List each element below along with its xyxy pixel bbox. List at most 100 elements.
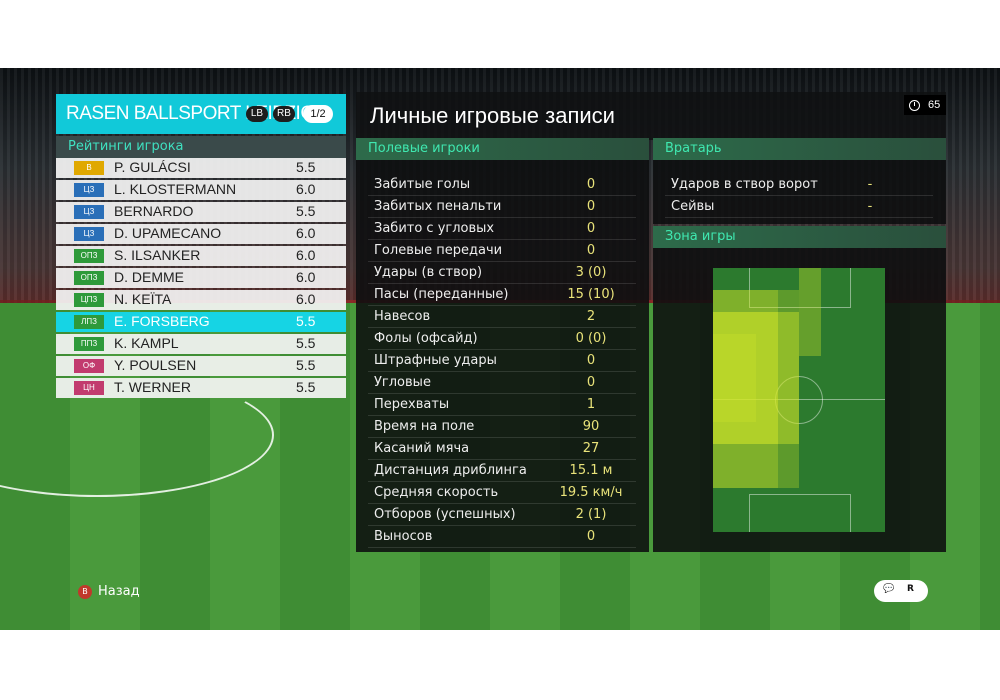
- rb-button[interactable]: RB: [273, 106, 295, 122]
- back-button[interactable]: B Назад: [78, 584, 140, 599]
- goalkeeper-panel: Вратарь Ударов в створ ворот - Сейвы -: [653, 138, 946, 224]
- game-screen: RASEN BALLSPORT LEIPZIG LB RB 1/2 Рейтин…: [0, 68, 1000, 630]
- heatmap-cell: [777, 356, 799, 378]
- stat-value: 0: [586, 199, 596, 214]
- stat-label: Время на поле: [374, 419, 475, 434]
- heatmap-cell: [713, 444, 735, 466]
- stat-label: Штрафные удары: [374, 353, 497, 368]
- chat-icon: 💬: [883, 584, 895, 594]
- player-rating: 5.5: [296, 203, 316, 219]
- player-row[interactable]: В P. GULÁCSI 5.5: [56, 158, 346, 178]
- heatmap-cell: [734, 334, 756, 356]
- stat-value: 3 (0): [575, 265, 607, 280]
- heatmap-cell: [777, 444, 799, 466]
- page-title: Личные игровые записи: [370, 103, 615, 128]
- heatmap-cell: [799, 268, 821, 290]
- heatmap-cell: [713, 400, 735, 422]
- ratings-title: Рейтинги игрока: [56, 136, 346, 158]
- heatmap-cell: [756, 334, 778, 356]
- b-button-icon: B: [78, 584, 92, 599]
- player-name: D. DEMME: [114, 269, 184, 285]
- stat-value: -: [867, 177, 873, 192]
- stat-row: Перехваты 1: [368, 394, 636, 416]
- player-row[interactable]: ЦПЗ N. KEÏTA 6.0: [56, 290, 346, 310]
- player-row[interactable]: ОФ Y. POULSEN 5.5: [56, 356, 346, 376]
- player-rating: 5.5: [296, 159, 316, 175]
- stat-value: 15 (10): [567, 287, 615, 302]
- stat-value: 0: [586, 177, 596, 192]
- heatmap-cell: [799, 290, 821, 312]
- stat-label: Отборов (успешных): [374, 507, 516, 522]
- stat-label: Забито с угловых: [374, 221, 495, 236]
- heatmap-cell: [713, 334, 735, 356]
- player-rating: 6.0: [296, 181, 316, 197]
- stat-row: Пасы (переданные) 15 (10): [368, 284, 636, 306]
- stat-value: 0: [586, 529, 596, 544]
- heatmap-cell: [777, 312, 799, 334]
- gk-stat-row: Ударов в створ ворот -: [665, 174, 933, 196]
- heatmap-cell: [713, 356, 735, 378]
- stat-value: 15.1 м: [569, 463, 613, 478]
- position-badge: ЛПЗ: [74, 315, 104, 329]
- heatmap-cell: [756, 312, 778, 334]
- stat-row: Время на поле 90: [368, 416, 636, 438]
- stat-row: Отборов (успешных) 2 (1): [368, 504, 636, 526]
- heatmap-cell: [713, 312, 735, 334]
- heatmap-cell: [777, 400, 799, 422]
- position-badge: ППЗ: [74, 337, 104, 351]
- gk-stat-row: Сейвы -: [665, 196, 933, 218]
- lb-button[interactable]: LB: [246, 106, 268, 122]
- player-row[interactable]: ЦН T. WERNER 5.5: [56, 378, 346, 398]
- player-rating: 6.0: [296, 269, 316, 285]
- position-badge: ОПЗ: [74, 249, 104, 263]
- stat-value: 0: [586, 353, 596, 368]
- player-row[interactable]: ЦЗ L. KLOSTERMANN 6.0: [56, 180, 346, 200]
- heatmap-cell: [799, 312, 821, 334]
- player-list: В P. GULÁCSI 5.5 ЦЗ L. KLOSTERMANN 6.0 ЦЗ BERNA…: [56, 158, 346, 400]
- position-badge: ЦЗ: [74, 227, 104, 241]
- stat-value: 2 (1): [575, 507, 607, 522]
- player-rating: 5.5: [296, 357, 316, 373]
- stat-value: 0: [586, 375, 596, 390]
- player-row[interactable]: ППЗ K. KAMPL 5.5: [56, 334, 346, 354]
- heatmap-cell: [713, 290, 735, 312]
- heatmap-cell: [756, 378, 778, 400]
- goalkeeper-title: Вратарь: [653, 138, 946, 160]
- field-players-title: Полевые игроки: [356, 138, 649, 160]
- heatmap-cell: [734, 400, 756, 422]
- stat-row: Дистанция дриблинга 15.1 м: [368, 460, 636, 482]
- heatmap-cell: [734, 290, 756, 312]
- stat-row: Выносов 0: [368, 526, 636, 548]
- stat-value: 2: [586, 309, 596, 324]
- player-name: N. KEÏTA: [114, 291, 172, 307]
- heatmap-cell: [799, 334, 821, 356]
- stat-value: 0 (0): [575, 331, 607, 346]
- timer-value: 65: [928, 99, 941, 111]
- player-row[interactable]: ОПЗ D. DEMME 6.0: [56, 268, 346, 288]
- heatmap-cell: [756, 466, 778, 488]
- stat-label: Угловые: [374, 375, 431, 390]
- stat-label: Средняя скорость: [374, 485, 499, 500]
- heatmap-cell: [734, 356, 756, 378]
- player-row[interactable]: ЦЗ BERNARDO 5.5: [56, 202, 346, 222]
- stat-value: 0: [586, 221, 596, 236]
- heatmap-cell: [777, 378, 799, 400]
- stat-label: Сейвы: [671, 199, 715, 214]
- player-name: BERNARDO: [114, 203, 194, 219]
- player-rating: 6.0: [296, 247, 316, 263]
- player-row[interactable]: ЛПЗ E. FORSBERG 5.5: [56, 312, 346, 332]
- heatmap-cell: [713, 466, 735, 488]
- stat-value: -: [867, 199, 873, 214]
- stat-label: Перехваты: [374, 397, 450, 412]
- zone-title: Зона игры: [653, 226, 946, 248]
- stat-label: Пасы (переданные): [374, 287, 509, 302]
- player-row[interactable]: ОПЗ S. ILSANKER 6.0: [56, 246, 346, 266]
- stat-row: Угловые 0: [368, 372, 636, 394]
- player-name: Y. POULSEN: [114, 357, 197, 373]
- heatmap-cell: [734, 312, 756, 334]
- controller-hint[interactable]: 💬 R: [874, 580, 928, 602]
- player-rating: 6.0: [296, 225, 316, 241]
- player-row[interactable]: ЦЗ D. UPAMECANO 6.0: [56, 224, 346, 244]
- heatmap-cell: [756, 422, 778, 444]
- heatmap-cell: [734, 378, 756, 400]
